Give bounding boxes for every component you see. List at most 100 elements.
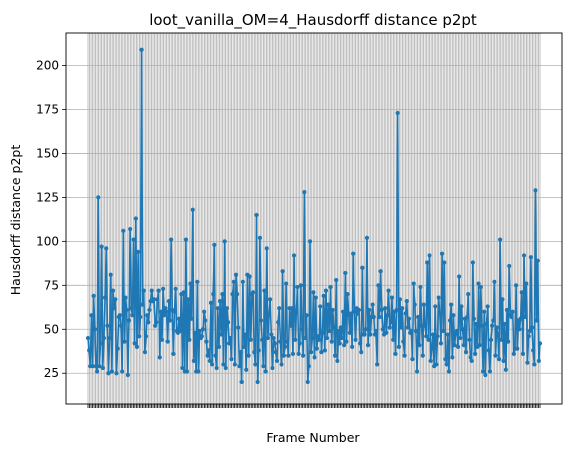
data-point [285, 339, 290, 344]
data-point [529, 325, 535, 330]
data-point [385, 313, 390, 318]
data-point [166, 299, 171, 304]
data-point [221, 362, 226, 367]
data-point [434, 362, 439, 367]
data-point [244, 367, 249, 372]
data-point [336, 328, 341, 334]
data-point [484, 321, 489, 327]
data-point [258, 318, 264, 323]
data-point [364, 235, 370, 240]
data-point [314, 346, 319, 351]
data-point [424, 334, 429, 339]
data-point [411, 281, 416, 286]
data-point [317, 337, 322, 342]
data-point [241, 344, 247, 349]
data-point [289, 306, 294, 311]
y-tick-label: 150 [36, 146, 59, 160]
data-point [479, 323, 485, 328]
data-point [490, 323, 495, 328]
data-point [294, 309, 299, 314]
data-point [92, 327, 97, 332]
data-point [203, 318, 208, 323]
data-point [200, 327, 206, 332]
data-point [331, 325, 337, 330]
data-point [178, 328, 183, 334]
data-point [362, 332, 367, 337]
data-point [164, 309, 169, 314]
data-point [371, 314, 376, 320]
data-point [398, 325, 404, 330]
data-point [503, 367, 508, 372]
data-point [445, 332, 450, 337]
data-point [153, 323, 158, 328]
data-point [478, 284, 483, 290]
data-point [102, 295, 108, 300]
data-point [139, 47, 144, 52]
data-point [365, 342, 371, 348]
y-tick-label: 200 [36, 59, 59, 73]
data-point [436, 295, 441, 300]
data-point [396, 344, 401, 349]
data-point [482, 309, 487, 314]
data-point [384, 330, 389, 335]
data-point [391, 337, 396, 342]
data-point [118, 323, 124, 328]
data-point [199, 334, 204, 339]
data-point [232, 362, 237, 367]
data-point [470, 260, 475, 265]
data-point [205, 353, 210, 358]
data-point [393, 351, 398, 356]
data-point [123, 295, 128, 300]
data-point [485, 304, 490, 309]
data-point [279, 362, 284, 367]
data-point [195, 279, 200, 284]
data-point [312, 355, 317, 360]
data-point [441, 328, 446, 334]
data-point [494, 325, 499, 330]
data-point [457, 274, 462, 279]
data-point [134, 344, 140, 349]
data-point [460, 327, 465, 332]
data-point [315, 334, 321, 339]
data-point [121, 228, 126, 233]
data-point [146, 320, 151, 325]
data-point [465, 314, 470, 320]
y-tick-marks: 25 50 75 100 125 150 175 200 [36, 59, 66, 380]
data-point [219, 332, 224, 337]
data-point [428, 358, 433, 364]
data-point [313, 295, 318, 300]
data-point [117, 313, 122, 318]
data-point [87, 348, 92, 353]
data-point [410, 357, 415, 362]
data-point [239, 379, 244, 385]
series-points [85, 47, 543, 385]
y-tick-label: 75 [44, 278, 59, 292]
data-point [95, 369, 100, 374]
data-point [397, 297, 403, 302]
data-point [463, 350, 469, 355]
data-point [110, 288, 116, 293]
data-point [250, 290, 256, 295]
data-point [348, 311, 354, 316]
data-point [520, 351, 526, 356]
data-point [468, 355, 473, 360]
data-point [521, 253, 527, 258]
data-point [172, 309, 177, 314]
data-point [332, 353, 338, 358]
data-point [270, 365, 275, 371]
data-point [263, 369, 268, 374]
data-point [421, 302, 426, 307]
data-point [414, 369, 420, 374]
data-point [511, 351, 516, 356]
data-point [363, 327, 368, 332]
data-point [138, 314, 143, 320]
data-point [274, 358, 280, 364]
data-point [141, 288, 146, 293]
data-point [100, 365, 105, 371]
data-point [235, 292, 240, 297]
data-point [176, 316, 182, 321]
data-point [515, 346, 520, 351]
data-point [137, 334, 142, 339]
data-point [98, 341, 103, 346]
data-point [142, 350, 148, 355]
